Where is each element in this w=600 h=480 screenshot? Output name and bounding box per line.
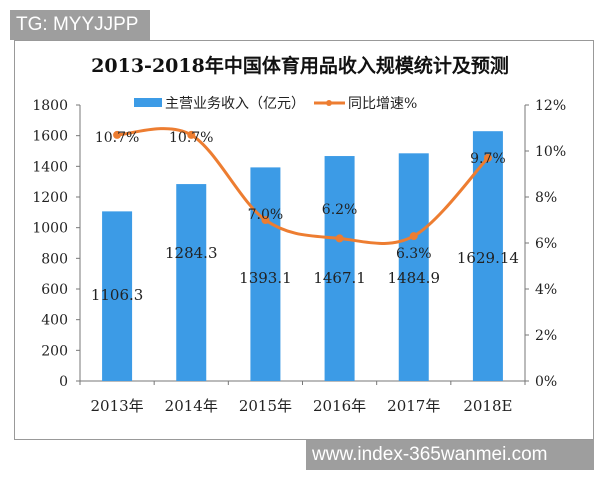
line-value-label: 9.7% <box>470 151 506 167</box>
legend: 主营业务收入（亿元） 同比增速% <box>134 96 417 112</box>
x-axis-tick-label: 2017年 <box>387 397 440 415</box>
legend-line-label: 同比增速% <box>348 96 417 112</box>
right-axis-tick-label: 4% <box>535 282 557 298</box>
growth-point <box>335 234 344 243</box>
bar <box>472 131 503 381</box>
x-axis-tick-label: 2013年 <box>90 397 143 415</box>
growth-point <box>409 232 418 241</box>
left-axis-tick-label: 1400 <box>32 159 68 175</box>
growth-point <box>261 216 270 224</box>
left-axis-tick-label: 0 <box>59 374 68 390</box>
x-axis-tick-label: 2016年 <box>313 397 366 415</box>
right-axis-tick-label: 12% <box>535 98 566 114</box>
watermark-url: www.index-365wanmei.com <box>306 440 594 470</box>
left-axis-tick-label: 1000 <box>32 221 68 237</box>
right-axis-tick-label: 0% <box>535 374 557 390</box>
line-value-label: 7.0% <box>248 207 284 223</box>
left-axis-tick-label: 200 <box>41 343 68 359</box>
bar-value-label: 1484.9 <box>388 269 441 287</box>
bar-value-label: 1106.3 <box>91 286 144 304</box>
right-axis-tick-label: 10% <box>535 144 566 160</box>
bar <box>102 211 133 381</box>
left-axis-tick-label: 600 <box>41 282 68 298</box>
growth-point <box>113 130 122 139</box>
growth-point <box>483 153 492 162</box>
line-value-label: 6.2% <box>322 202 358 218</box>
bar <box>398 153 429 381</box>
left-axis-tick-label: 400 <box>41 313 68 329</box>
line-value-label: 6.3% <box>396 246 432 262</box>
x-axis-tick-label: 2018E <box>463 397 512 415</box>
legend-bar-swatch <box>134 98 162 107</box>
right-axis-tick-label: 6% <box>535 236 557 252</box>
x-axis-tick-label: 2014年 <box>165 397 218 415</box>
growth-point <box>187 130 196 139</box>
x-axis-tick-label: 2015年 <box>239 397 292 415</box>
left-axis-tick-label: 800 <box>41 251 68 267</box>
line-value-label: 10.7% <box>95 130 139 146</box>
bar-value-label: 1284.3 <box>165 244 218 262</box>
legend-line-marker <box>326 100 332 106</box>
chart-title: 2013-2018年中国体育用品收入规模统计及预测 <box>91 54 509 77</box>
legend-bar-label: 主营业务收入（亿元） <box>165 96 305 112</box>
left-axis-tick-label: 1800 <box>32 98 68 114</box>
right-axis-tick-label: 2% <box>535 328 557 344</box>
bar <box>324 156 355 381</box>
right-axis-tick-label: 8% <box>535 190 557 206</box>
left-axis-tick-label: 1200 <box>32 190 68 206</box>
watermark-top-left: TG: MYYJJPP <box>10 10 150 40</box>
left-axis-tick-label: 1600 <box>32 129 68 145</box>
bar-value-label: 1393.1 <box>239 269 292 287</box>
bar <box>176 184 207 381</box>
bar <box>250 167 281 381</box>
line-value-label: 10.7% <box>169 130 213 146</box>
bar-value-label: 1629.14 <box>457 249 519 267</box>
bar-value-label: 1467.1 <box>313 269 366 287</box>
